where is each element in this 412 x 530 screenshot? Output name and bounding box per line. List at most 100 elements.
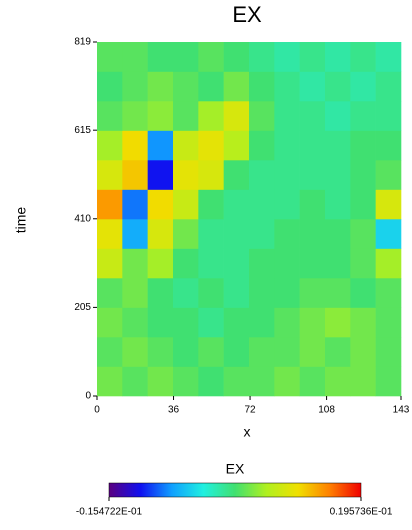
heatmap-cell	[223, 71, 250, 102]
heatmap-cell	[223, 366, 250, 397]
heatmap-cell	[274, 278, 300, 308]
heatmap-cell	[274, 160, 300, 190]
heatmap-cell	[350, 160, 376, 190]
heatmap-cell	[299, 219, 326, 249]
heatmap-cell	[299, 248, 326, 279]
heatmap-cell	[147, 307, 174, 338]
heatmap-cell	[198, 219, 224, 249]
heatmap-cell	[375, 130, 402, 161]
y-tick-label: 615	[74, 125, 91, 136]
heatmap-cell	[223, 42, 250, 72]
heatmap-cell	[97, 130, 123, 161]
y-tick-label: 410	[74, 213, 91, 224]
heatmap-cell	[223, 189, 250, 220]
heatmap-cell	[147, 42, 174, 72]
x-tick-label: 108	[318, 405, 335, 416]
heatmap-cell	[122, 366, 148, 397]
heatmap-cell	[249, 366, 275, 397]
heatmap-cell	[375, 337, 402, 367]
heatmap-cell	[350, 248, 376, 279]
heatmap-cell	[325, 101, 351, 131]
heatmap-cell	[249, 101, 275, 131]
heatmap-cell	[97, 71, 123, 102]
heatmap-cell	[325, 71, 351, 102]
heatmap-cell	[122, 130, 148, 161]
heatmap-cell	[375, 160, 402, 190]
heatmap-cell	[147, 101, 174, 131]
heatmap-cell	[147, 189, 174, 220]
heatmap-cell	[299, 71, 326, 102]
heatmap-cell	[147, 248, 174, 279]
heatmap-cell	[375, 219, 402, 249]
heatmap-cell	[97, 337, 123, 367]
heatmap-cell	[249, 71, 275, 102]
heatmap-cell	[97, 307, 123, 338]
heatmap-cell	[223, 248, 250, 279]
heatmap-cell	[198, 189, 224, 220]
heatmap-cell	[274, 219, 300, 249]
heatmap-cell	[198, 71, 224, 102]
heatmap-cell	[223, 307, 250, 338]
heatmap-cell	[223, 337, 250, 367]
heatmap-cell	[97, 160, 123, 190]
y-tick-label: 205	[74, 302, 91, 313]
heatmap-cell	[198, 307, 224, 338]
heatmap-cell	[198, 248, 224, 279]
heatmap-cell	[173, 219, 199, 249]
heatmap-cell	[274, 248, 300, 279]
heatmap-cell	[274, 130, 300, 161]
heatmap-cell	[147, 130, 174, 161]
heatmap-cell	[325, 160, 351, 190]
heatmap-cell	[299, 42, 326, 72]
heatmap-cell	[97, 189, 123, 220]
heatmap-cell	[173, 337, 199, 367]
heatmap-cell	[122, 248, 148, 279]
x-tick-label: 36	[168, 405, 180, 416]
heatmap-cell	[173, 278, 199, 308]
colorbar-title: EX	[226, 461, 245, 477]
heatmap-cell	[274, 71, 300, 102]
heatmap-cell	[274, 366, 300, 397]
heatmap-cell	[249, 248, 275, 279]
heatmap-cell	[299, 160, 326, 190]
heatmap-cell	[97, 248, 123, 279]
heatmap-cell	[325, 248, 351, 279]
heatmap-cell	[274, 101, 300, 131]
heatmap-cell	[223, 101, 250, 131]
heatmap-cell	[173, 42, 199, 72]
heatmap-cell	[350, 71, 376, 102]
heatmap-cell	[173, 71, 199, 102]
heatmap-cell	[173, 189, 199, 220]
heatmap-cell	[325, 366, 351, 397]
heatmap-cell	[249, 219, 275, 249]
heatmap-cell	[147, 278, 174, 308]
heatmap-cell	[274, 307, 300, 338]
x-tick-label: 0	[94, 405, 100, 416]
heatmap-cell	[375, 71, 402, 102]
x-tick-label: 72	[245, 405, 257, 416]
heatmap-cell	[375, 307, 402, 338]
heatmap-cell	[375, 248, 402, 279]
heatmap-cell	[350, 366, 376, 397]
heatmap-cell	[299, 278, 326, 308]
heatmap-cell	[198, 101, 224, 131]
heatmap-cell	[375, 42, 402, 72]
heatmap-cell	[375, 366, 402, 397]
heatmap-cell	[198, 42, 224, 72]
chart-title: EX	[232, 2, 262, 27]
heatmap-cell	[350, 307, 376, 338]
heatmap-cell	[147, 337, 174, 367]
heatmap-cell	[274, 337, 300, 367]
heatmap-cell	[198, 337, 224, 367]
x-tick-label: 143	[393, 405, 410, 416]
y-tick-label: 0	[85, 391, 91, 402]
heatmap-cell	[325, 278, 351, 308]
heatmap-cell	[375, 278, 402, 308]
heatmap-cell	[249, 189, 275, 220]
heatmap-cell	[223, 278, 250, 308]
heatmap-cell	[97, 42, 123, 72]
heatmap-cell	[325, 130, 351, 161]
heatmap-cell	[325, 42, 351, 72]
heatmap-cell	[325, 307, 351, 338]
colorbar-tick-label: -0.154722E-01	[76, 507, 143, 518]
